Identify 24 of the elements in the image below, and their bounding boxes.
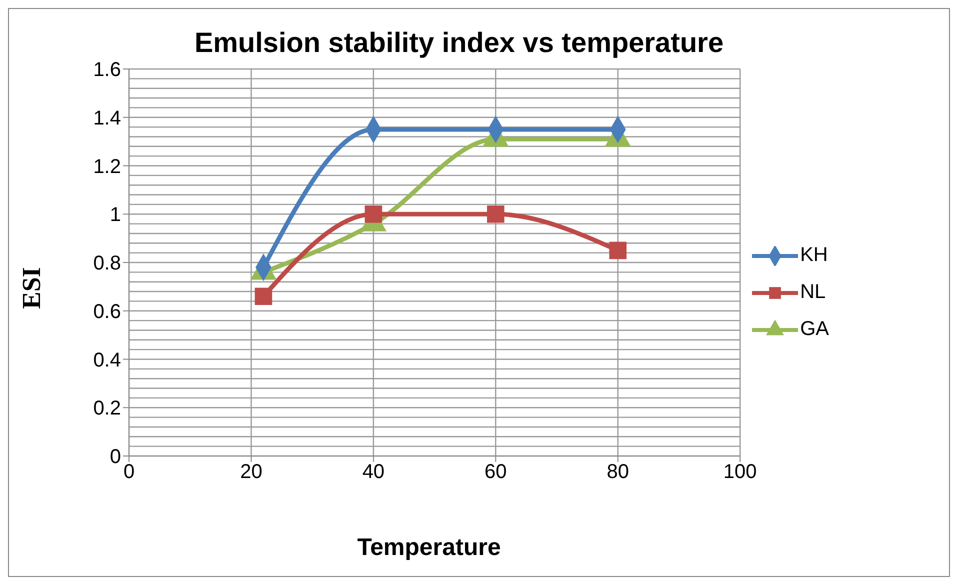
y-tick-label: 1.4 [93, 107, 121, 130]
y-tick-label: 1.6 [93, 59, 121, 82]
y-tick-label: 0.8 [93, 252, 121, 275]
x-tick-label: 60 [484, 461, 507, 484]
point [486, 205, 504, 223]
y-tick-label: 1 [110, 204, 121, 226]
point [609, 242, 627, 260]
legend-label: GA [800, 318, 829, 341]
y-axis-title: ESI [17, 267, 47, 309]
legend-label: KH [800, 244, 828, 267]
x-tick-label: 40 [362, 461, 385, 484]
y-tick-label: 0.6 [93, 300, 121, 323]
y-tick-label: 1.2 [93, 156, 121, 178]
x-tick-label: 80 [606, 461, 629, 484]
y-tick-label: 0.4 [93, 349, 121, 372]
chart-title: Emulsion stability index vs temperature [193, 27, 725, 59]
legend-label: NL [800, 281, 826, 304]
x-tick-label: 20 [240, 461, 262, 484]
point [364, 205, 382, 223]
y-tick-label: 0.2 [93, 398, 121, 420]
x-axis-title: Temperature [356, 534, 502, 562]
x-tick-label: 100 [723, 461, 757, 484]
point [254, 288, 272, 306]
y-tick-label: 0 [110, 446, 121, 468]
